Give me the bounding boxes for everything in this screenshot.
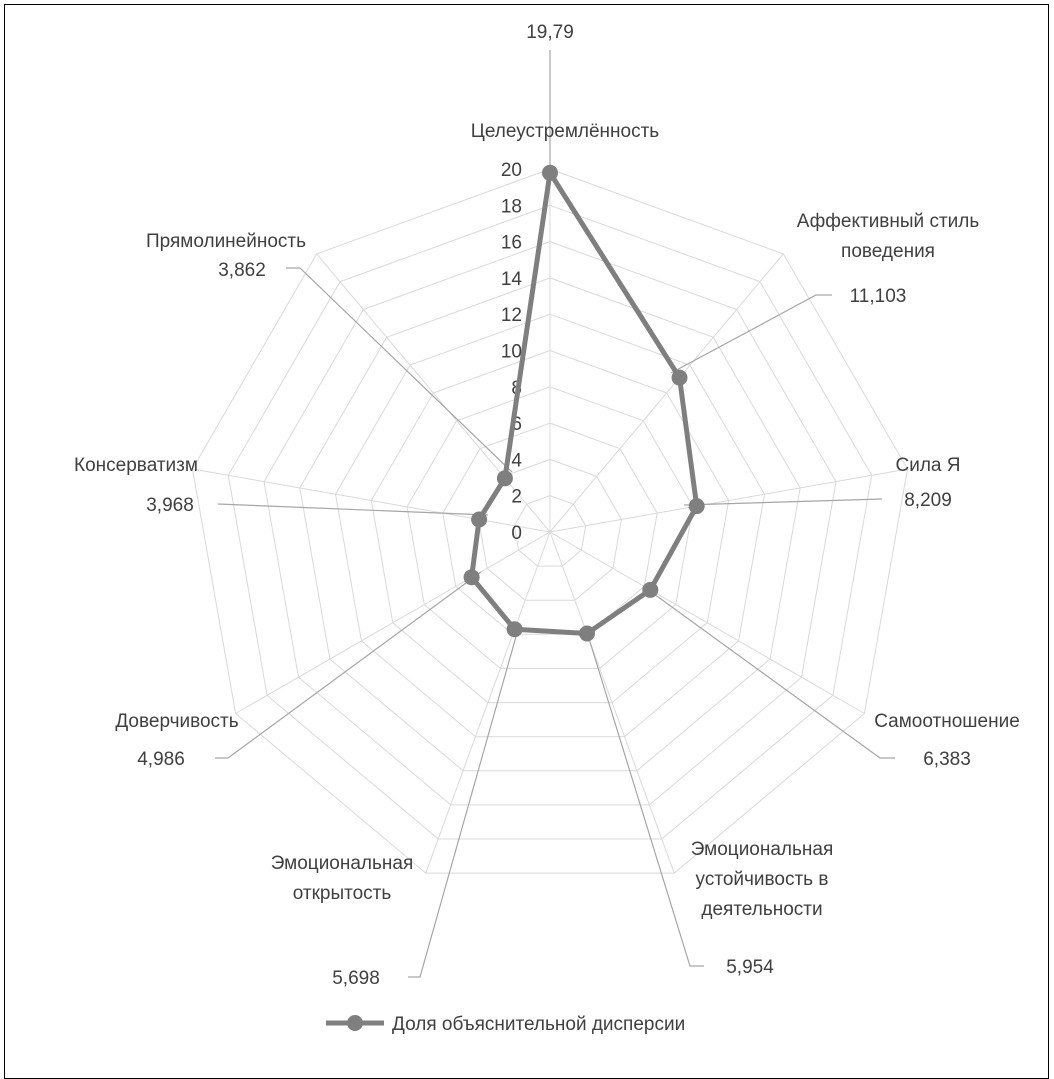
- category-label: Сила Я: [896, 455, 961, 476]
- tick-label: 0: [511, 523, 522, 544]
- leader-line: [215, 571, 482, 759]
- category-label-line: Эмоциональная: [271, 853, 414, 874]
- grid-ring: [227, 204, 873, 840]
- tick-label: 20: [501, 160, 522, 181]
- category-label-line: Консерватизм: [74, 455, 198, 476]
- grid-spoke: [549, 531, 675, 874]
- grid-layer: [191, 168, 909, 874]
- category-label: Эмоциональная открытость: [271, 853, 414, 904]
- data-point: [671, 369, 688, 386]
- data-point: [471, 511, 488, 528]
- data-label: 6,383: [923, 749, 971, 770]
- data-point: [506, 621, 523, 638]
- data-point: [688, 498, 705, 515]
- tick-label: 12: [501, 305, 522, 326]
- data-point: [496, 470, 513, 487]
- category-label-line: открытость: [293, 883, 392, 904]
- data-point: [542, 164, 558, 181]
- series-line: [469, 170, 700, 636]
- series-layer: [463, 164, 705, 642]
- category-label: Целеустремлённость: [471, 121, 660, 142]
- leader-line: [670, 294, 832, 374]
- grid-ring: [406, 386, 694, 669]
- data-point: [463, 569, 480, 586]
- chart-frame: [4, 4, 1049, 1079]
- data-point: [579, 625, 595, 642]
- category-label-line: Целеустремлённость: [471, 121, 660, 142]
- grid-spoke: [425, 531, 551, 874]
- data-label: 3,968: [146, 495, 194, 516]
- tick-label: 18: [501, 196, 522, 217]
- data-point: [642, 581, 659, 598]
- category-label: Аффективный стиль поведения: [797, 211, 980, 262]
- leader-line: [286, 267, 513, 473]
- tick-label: 14: [501, 269, 523, 290]
- tick-label: 2: [511, 487, 522, 508]
- tick-label: 16: [501, 233, 522, 254]
- grid-spoke: [549, 468, 908, 533]
- grid-ring: [442, 422, 658, 635]
- leader-line: [408, 625, 520, 978]
- tick-label: 10: [501, 342, 522, 363]
- category-label-line: Сила Я: [896, 455, 961, 476]
- label-layer: Целеустремлённость 19,79 Аффективный стиль…: [74, 22, 1020, 989]
- category-label: Консерватизм: [74, 455, 198, 476]
- data-label: 11,103: [850, 286, 907, 307]
- grid-spoke: [549, 253, 784, 533]
- category-label-line: Доверчивость: [115, 711, 238, 732]
- legend: Доля объяснительной дисперсии: [326, 1014, 685, 1035]
- grid-ring: [334, 313, 766, 738]
- leader-line: [585, 628, 704, 967]
- grid-spoke: [235, 531, 551, 714]
- grid-ring: [191, 168, 909, 874]
- data-label: 4,986: [137, 749, 185, 770]
- category-label: Самоотношение: [874, 711, 1020, 732]
- leader-line: [217, 503, 489, 516]
- tick-label: 4: [511, 450, 522, 471]
- category-label-line: устойчивость в: [696, 869, 829, 890]
- legend-marker: [347, 1015, 363, 1031]
- data-label: 8,209: [904, 490, 952, 511]
- leader-layer: [215, 50, 895, 978]
- category-label: Доверчивость: [115, 711, 238, 732]
- data-label: 19,79: [526, 22, 574, 43]
- tick-label: 6: [511, 414, 522, 435]
- grid-spoke: [316, 253, 551, 533]
- data-label: 5,954: [726, 957, 774, 978]
- leader-line: [683, 498, 883, 506]
- category-label-line: поведения: [841, 241, 935, 262]
- grid-ring: [513, 495, 587, 567]
- category-label-line: Самоотношение: [874, 711, 1020, 732]
- category-label: Прямолинейность: [146, 231, 306, 252]
- category-label: Эмоциональная устойчивость в деятельности: [691, 839, 834, 920]
- data-label: 5,698: [332, 968, 380, 989]
- grid-ring: [370, 349, 730, 704]
- grid-ring: [299, 277, 801, 772]
- category-label-line: Аффективный стиль: [797, 211, 980, 232]
- category-label-line: Эмоциональная: [691, 839, 834, 860]
- category-label-line: Прямолинейность: [146, 231, 306, 252]
- leader-line: [642, 585, 895, 759]
- grid-spoke: [192, 468, 551, 533]
- grid-spoke: [549, 531, 865, 714]
- category-label-line: деятельности: [701, 899, 822, 920]
- grid-ring: [263, 241, 837, 806]
- data-label: 3,862: [218, 260, 266, 281]
- legend-label: Доля объяснительной дисперсии: [392, 1014, 685, 1035]
